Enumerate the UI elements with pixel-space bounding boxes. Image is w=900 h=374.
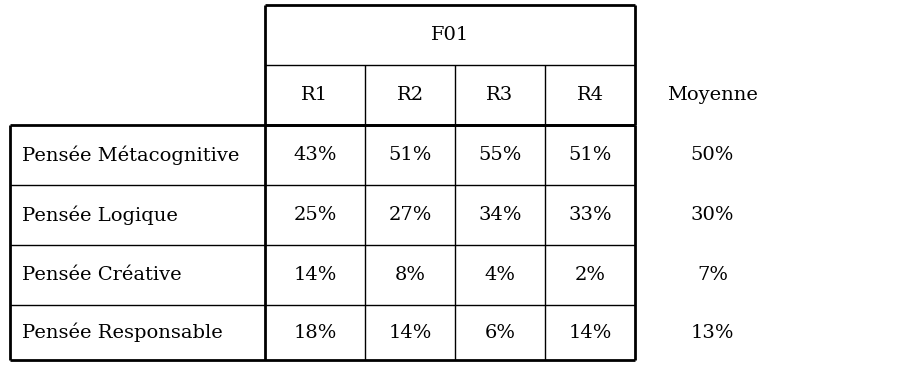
Text: 7%: 7% xyxy=(697,266,728,284)
Text: 14%: 14% xyxy=(568,324,612,341)
Text: 2%: 2% xyxy=(574,266,606,284)
Text: Pensée Métacognitive: Pensée Métacognitive xyxy=(22,145,239,165)
Text: 50%: 50% xyxy=(691,146,734,164)
Text: 43%: 43% xyxy=(293,146,337,164)
Text: Moyenne: Moyenne xyxy=(667,86,758,104)
Text: 6%: 6% xyxy=(484,324,516,341)
Text: 18%: 18% xyxy=(293,324,337,341)
Text: Pensée Logique: Pensée Logique xyxy=(22,205,178,225)
Text: 14%: 14% xyxy=(293,266,337,284)
Text: 4%: 4% xyxy=(484,266,516,284)
Text: Pensée Créative: Pensée Créative xyxy=(22,266,182,284)
Text: 8%: 8% xyxy=(394,266,426,284)
Text: R4: R4 xyxy=(576,86,604,104)
Text: 30%: 30% xyxy=(691,206,734,224)
Text: 33%: 33% xyxy=(568,206,612,224)
Text: 14%: 14% xyxy=(388,324,432,341)
Text: R2: R2 xyxy=(396,86,424,104)
Text: 55%: 55% xyxy=(478,146,522,164)
Text: R1: R1 xyxy=(302,86,328,104)
Text: F01: F01 xyxy=(431,26,469,44)
Text: 25%: 25% xyxy=(293,206,337,224)
Text: 13%: 13% xyxy=(691,324,734,341)
Text: 34%: 34% xyxy=(478,206,522,224)
Text: R3: R3 xyxy=(486,86,514,104)
Text: Pensée Responsable: Pensée Responsable xyxy=(22,323,223,342)
Text: 51%: 51% xyxy=(568,146,612,164)
Text: 51%: 51% xyxy=(388,146,432,164)
Text: 27%: 27% xyxy=(388,206,432,224)
